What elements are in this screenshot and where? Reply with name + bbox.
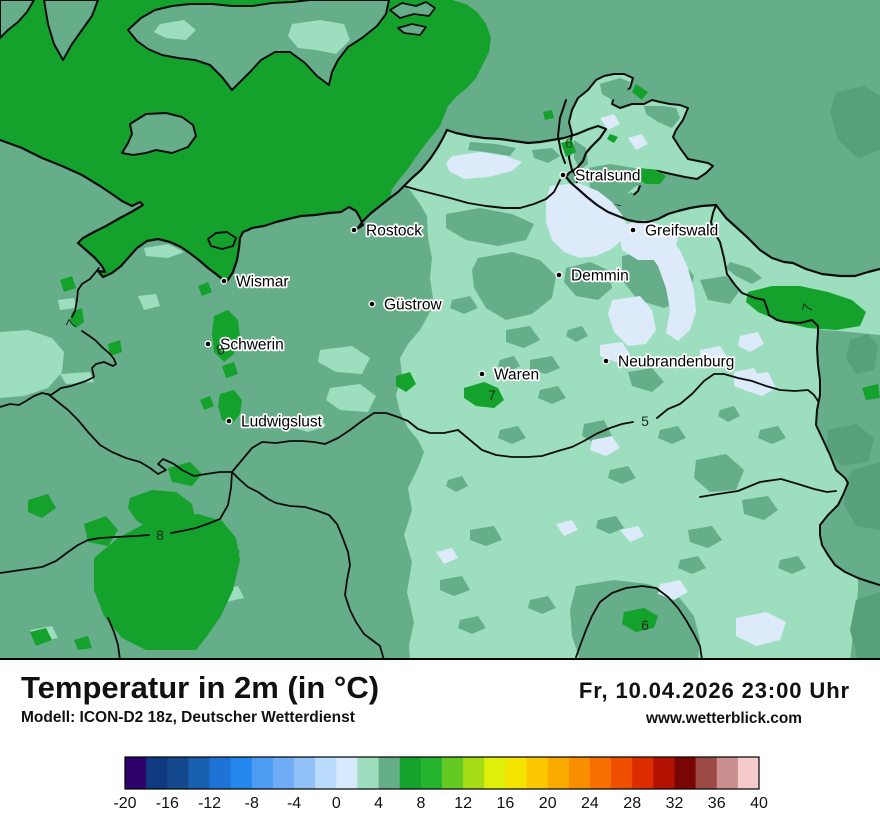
svg-text:Stralsund: Stralsund: [575, 168, 640, 185]
svg-text:7: 7: [488, 387, 496, 403]
svg-text:36: 36: [708, 795, 726, 812]
svg-text:40: 40: [750, 795, 768, 812]
svg-text:24: 24: [581, 795, 599, 812]
svg-text:7: 7: [798, 302, 816, 314]
svg-text:12: 12: [454, 795, 472, 812]
svg-text:16: 16: [497, 795, 515, 812]
svg-text:5: 5: [641, 413, 649, 429]
svg-text:Demmin: Demmin: [571, 268, 629, 285]
svg-text:Neubrandenburg: Neubrandenburg: [618, 354, 734, 371]
svg-text:Rostock: Rostock: [366, 223, 422, 240]
svg-text:-12: -12: [198, 795, 221, 812]
svg-text:6: 6: [641, 617, 649, 633]
svg-text:Waren: Waren: [494, 367, 539, 384]
svg-text:-8: -8: [245, 795, 259, 812]
svg-text:Wismar: Wismar: [236, 274, 289, 291]
svg-text:-16: -16: [156, 795, 179, 812]
svg-text:28: 28: [623, 795, 641, 812]
svg-text:20: 20: [539, 795, 557, 812]
svg-text:Güstrow: Güstrow: [384, 297, 443, 314]
svg-text:8: 8: [156, 527, 164, 543]
svg-text:8: 8: [416, 795, 425, 812]
svg-text:Greifswald: Greifswald: [645, 223, 718, 240]
svg-text:Schwerin: Schwerin: [220, 337, 284, 354]
svg-text:6: 6: [565, 135, 573, 151]
svg-text:32: 32: [666, 795, 684, 812]
svg-text:4: 4: [374, 795, 383, 812]
svg-text:-20: -20: [113, 795, 136, 812]
svg-text:-4: -4: [287, 795, 301, 812]
svg-text:Ludwigslust: Ludwigslust: [241, 414, 323, 431]
svg-text:0: 0: [332, 795, 341, 812]
